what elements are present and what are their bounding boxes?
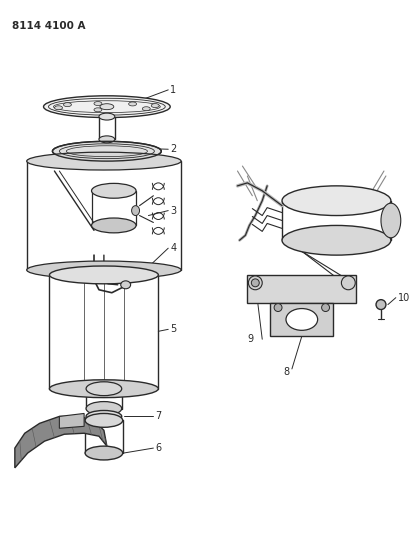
Ellipse shape — [282, 186, 391, 215]
Ellipse shape — [85, 446, 123, 460]
Ellipse shape — [63, 103, 72, 107]
Ellipse shape — [129, 102, 136, 106]
Ellipse shape — [55, 106, 62, 110]
Text: 2: 2 — [170, 144, 176, 154]
Text: 9: 9 — [247, 334, 253, 344]
Polygon shape — [59, 414, 84, 429]
Ellipse shape — [92, 218, 136, 233]
Ellipse shape — [282, 225, 391, 255]
Ellipse shape — [121, 281, 131, 289]
Ellipse shape — [27, 261, 181, 279]
Ellipse shape — [274, 304, 282, 311]
Ellipse shape — [94, 102, 102, 106]
Ellipse shape — [376, 300, 386, 310]
Ellipse shape — [86, 382, 122, 395]
Ellipse shape — [86, 410, 122, 422]
Text: 8: 8 — [284, 367, 290, 377]
Ellipse shape — [85, 414, 123, 427]
Ellipse shape — [99, 136, 115, 143]
Ellipse shape — [53, 141, 161, 161]
Ellipse shape — [44, 96, 170, 118]
Text: 6: 6 — [155, 443, 162, 453]
Ellipse shape — [286, 309, 318, 330]
Ellipse shape — [49, 380, 158, 398]
Ellipse shape — [248, 276, 262, 290]
Ellipse shape — [342, 276, 355, 290]
Ellipse shape — [142, 107, 150, 111]
Ellipse shape — [27, 152, 181, 170]
Ellipse shape — [49, 266, 158, 284]
Ellipse shape — [100, 104, 114, 110]
Ellipse shape — [92, 183, 136, 198]
Ellipse shape — [252, 279, 259, 287]
Text: 3: 3 — [170, 206, 176, 215]
Text: 1: 1 — [170, 85, 176, 95]
Ellipse shape — [86, 401, 122, 415]
Text: 8114 4100 A: 8114 4100 A — [12, 21, 85, 30]
Ellipse shape — [321, 304, 330, 311]
Text: 7: 7 — [155, 411, 162, 422]
Text: 10: 10 — [398, 293, 410, 303]
Ellipse shape — [99, 113, 115, 120]
Ellipse shape — [151, 103, 159, 108]
Text: 4: 4 — [170, 243, 176, 253]
Polygon shape — [15, 416, 107, 468]
Ellipse shape — [94, 108, 102, 112]
Text: 5: 5 — [170, 325, 176, 334]
Polygon shape — [270, 303, 333, 336]
Polygon shape — [247, 275, 356, 303]
Ellipse shape — [381, 203, 401, 238]
Ellipse shape — [132, 206, 139, 215]
